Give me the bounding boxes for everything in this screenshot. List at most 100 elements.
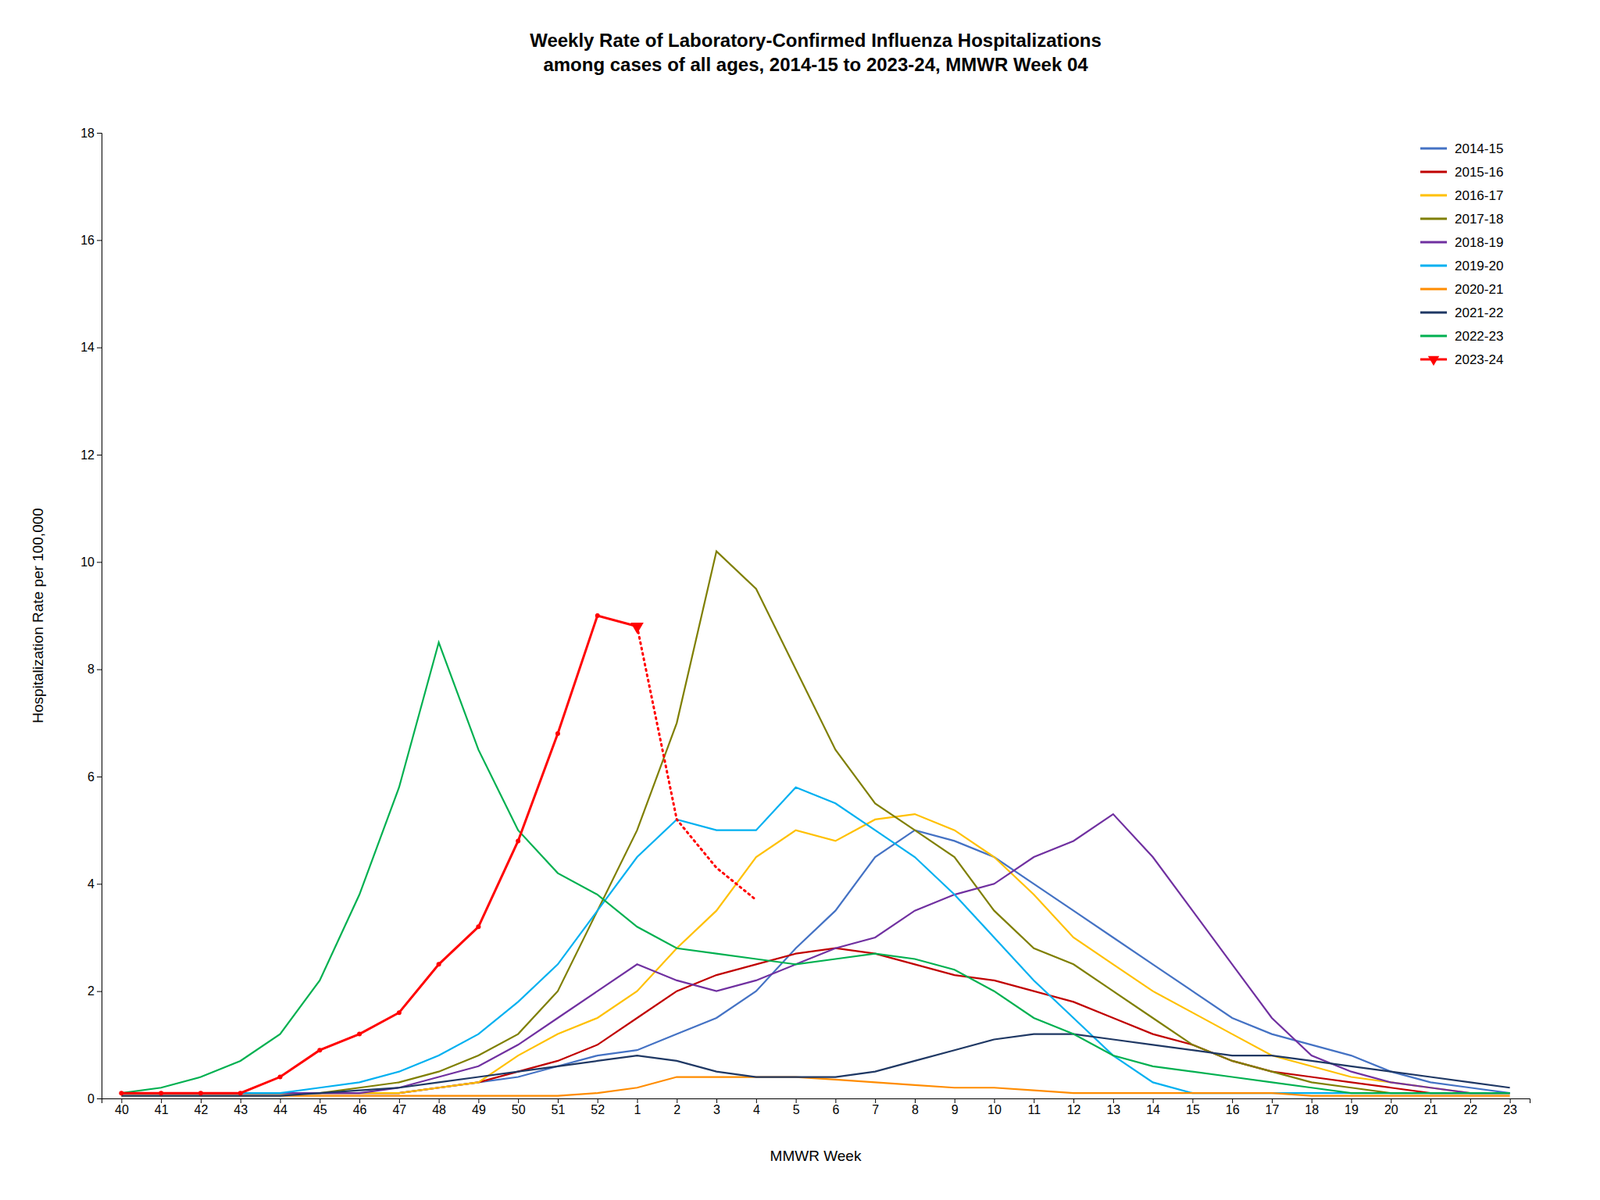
- x-tick: 20: [1384, 1098, 1399, 1117]
- x-axis-title: MMWR Week: [770, 1147, 862, 1165]
- x-tick: 12: [1067, 1098, 1082, 1117]
- x-tick-label: 40: [114, 1103, 129, 1117]
- x-tick-label: 41: [154, 1103, 169, 1117]
- x-tick: 17: [1265, 1098, 1280, 1117]
- x-tick-mark: [557, 1098, 559, 1104]
- x-tick-mark: [676, 1098, 678, 1104]
- point-marker: [515, 838, 521, 843]
- point-marker: [198, 1090, 204, 1096]
- x-tick: 40: [114, 1098, 129, 1117]
- x-tick-mark: [1470, 1098, 1472, 1104]
- x-tick: 49: [471, 1098, 486, 1117]
- x-tick-mark: [200, 1098, 202, 1104]
- x-tick-label: 9: [951, 1103, 959, 1117]
- legend-swatch: [1420, 241, 1447, 244]
- x-tick: 43: [233, 1098, 248, 1117]
- x-tick-mark: [796, 1098, 797, 1104]
- x-tick-mark: [1311, 1098, 1313, 1104]
- x-tick: 9: [951, 1098, 959, 1117]
- legend-label: 2020-21: [1454, 282, 1504, 297]
- x-tick-mark: [875, 1098, 876, 1104]
- x-tick-mark: [716, 1098, 718, 1104]
- y-tick-label: 0: [87, 1092, 95, 1106]
- point-marker: [555, 731, 561, 736]
- x-tick-label: 20: [1384, 1103, 1399, 1117]
- point-marker: [475, 924, 481, 929]
- series-line: [121, 551, 1510, 1094]
- x-tick-label: 3: [713, 1103, 721, 1117]
- x-tick: 44: [273, 1098, 288, 1117]
- x-tick: 52: [590, 1098, 605, 1117]
- x-tick-label: 19: [1344, 1103, 1359, 1117]
- x-tick-mark: [517, 1098, 519, 1104]
- x-tick-mark: [399, 1098, 400, 1104]
- y-tick-mark: [96, 239, 102, 241]
- x-tick: 18: [1304, 1098, 1319, 1117]
- point-marker: [278, 1075, 283, 1080]
- x-tick-label: 10: [987, 1103, 1002, 1117]
- x-tick-label: 7: [871, 1103, 879, 1117]
- x-tick-mark: [1192, 1098, 1193, 1104]
- x-tick-label: 12: [1067, 1103, 1082, 1117]
- x-tick-label: 49: [471, 1103, 486, 1117]
- legend-item: 2020-21: [1420, 282, 1504, 297]
- x-tick: 21: [1424, 1098, 1439, 1117]
- legend-label: 2021-22: [1454, 305, 1504, 321]
- legend-label: 2016-17: [1454, 188, 1504, 204]
- legend-item: 2016-17: [1420, 188, 1504, 204]
- y-tick-label: 6: [87, 770, 95, 784]
- x-tick-mark: [1232, 1098, 1233, 1104]
- x-tick-label: 42: [194, 1103, 209, 1117]
- legend-item: 2018-19: [1420, 235, 1504, 250]
- x-tick-label: 2: [673, 1103, 681, 1117]
- x-tick-label: 17: [1265, 1103, 1280, 1117]
- legend-swatch: [1420, 335, 1447, 338]
- legend-swatch: [1420, 264, 1447, 268]
- y-axis: 024681012141618: [80, 126, 102, 1106]
- x-tick: 42: [194, 1098, 209, 1117]
- legend-label: 2014-15: [1454, 141, 1504, 157]
- y-tick-mark: [96, 991, 102, 993]
- x-axis: 4041424344454647484950515212345678910111…: [102, 1098, 1531, 1117]
- y-tick-label: 4: [87, 877, 95, 891]
- y-tick-label: 8: [87, 662, 95, 676]
- x-tick-mark: [597, 1098, 599, 1104]
- legend-label: 2022-23: [1454, 328, 1504, 344]
- x-tick-mark: [319, 1098, 321, 1104]
- x-tick-label: 11: [1027, 1103, 1041, 1117]
- point-marker: [396, 1010, 402, 1015]
- x-tick-mark: [914, 1098, 916, 1104]
- x-tick-mark: [1271, 1098, 1273, 1104]
- x-tick-mark: [1390, 1098, 1392, 1104]
- x-tick-mark: [478, 1098, 479, 1104]
- x-tick-label: 8: [911, 1103, 919, 1117]
- point-marker: [118, 1090, 124, 1096]
- x-tick-label: 15: [1185, 1103, 1200, 1117]
- legend-item: 2017-18: [1420, 211, 1504, 227]
- y-axis-title: Hospitalization Rate per 100,000: [29, 507, 47, 724]
- legend-item: 2023-24: [1420, 352, 1504, 368]
- legend-swatch: [1420, 171, 1447, 174]
- x-tick: 8: [911, 1098, 919, 1117]
- point-marker: [595, 613, 600, 618]
- x-tick: 10: [987, 1098, 1002, 1117]
- plot: 4041424344454647484950515212345678910111…: [80, 126, 1530, 1118]
- y-tick: 18: [80, 126, 102, 140]
- x-tick: 13: [1106, 1098, 1121, 1117]
- chart: 4041424344454647484950515212345678910111…: [0, 0, 1600, 1200]
- x-tick-label: 1: [634, 1103, 642, 1117]
- x-tick: 16: [1225, 1098, 1240, 1117]
- y-tick-mark: [96, 561, 102, 563]
- series-line: [121, 948, 1510, 1093]
- x-tick-mark: [1510, 1098, 1511, 1104]
- legend-item: 2014-15: [1420, 141, 1504, 157]
- legend-swatch: [1420, 217, 1447, 221]
- x-tick: 15: [1185, 1098, 1200, 1117]
- y-tick-label: 14: [80, 340, 95, 354]
- x-tick-label: 6: [832, 1103, 840, 1117]
- x-tick: 46: [353, 1098, 368, 1117]
- y-tick: 0: [87, 1092, 102, 1106]
- x-tick-label: 48: [432, 1103, 447, 1117]
- y-tick: 16: [80, 233, 102, 247]
- y-tick-label: 18: [80, 126, 95, 140]
